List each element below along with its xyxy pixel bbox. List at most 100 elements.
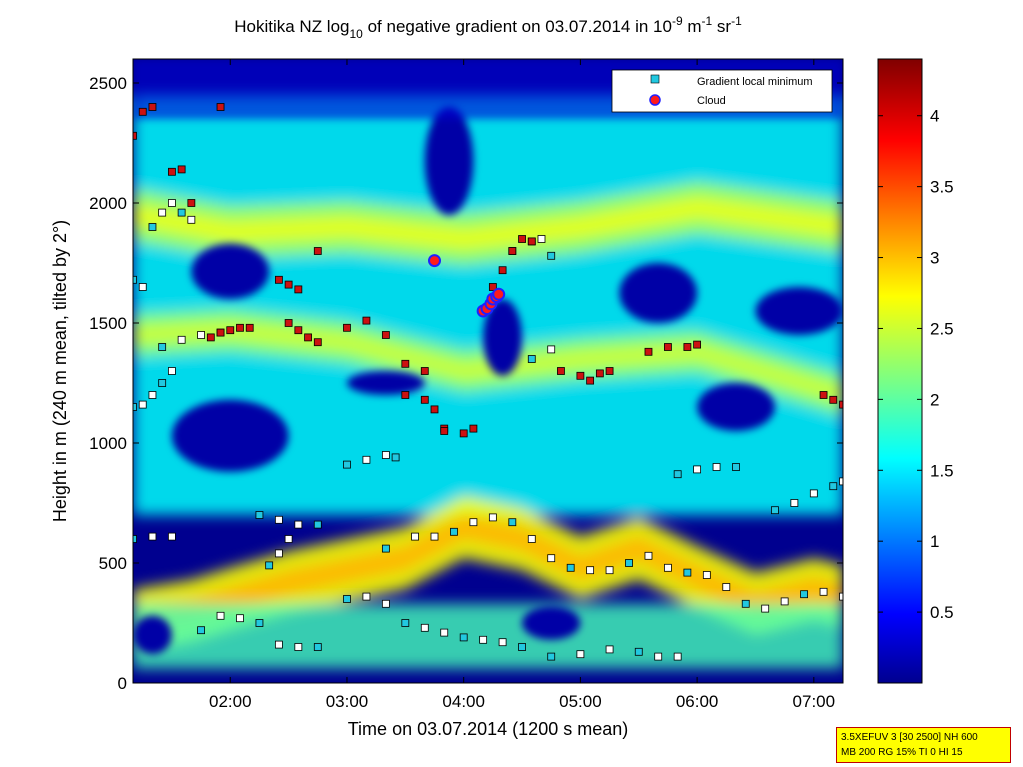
heatmap-area xyxy=(133,59,843,683)
clear-patch-4 xyxy=(483,299,523,376)
clear-patch-9 xyxy=(755,287,843,335)
min-point xyxy=(479,635,488,644)
y-axis-label: Height in m (240 m mean, tilted by 2°) xyxy=(50,220,70,522)
min-point xyxy=(498,638,507,647)
colorbar-ticks: 0.5 1 1.5 2 2.5 3 3.5 4 xyxy=(878,107,954,622)
min-point xyxy=(430,532,439,541)
min-point xyxy=(839,592,843,601)
min-point xyxy=(547,251,556,260)
min-point-high xyxy=(284,280,293,289)
min-point-high xyxy=(664,343,672,351)
cb-tick-label: 4 xyxy=(930,107,939,126)
min-point xyxy=(158,343,167,351)
min-point xyxy=(683,568,692,577)
min-point-high xyxy=(508,247,517,255)
y-tick-label: 0 xyxy=(118,674,127,693)
min-point-high xyxy=(343,323,351,332)
clear-patch-7 xyxy=(522,606,581,640)
min-point-high xyxy=(693,340,702,349)
legend-marker-cloud xyxy=(649,94,661,106)
min-point-high xyxy=(829,395,838,404)
min-point xyxy=(722,583,731,591)
min-point-high xyxy=(284,319,293,327)
y-tick-label: 1000 xyxy=(89,434,127,453)
min-point xyxy=(518,643,526,651)
min-point xyxy=(133,403,137,411)
min-point-high xyxy=(294,285,303,294)
min-point xyxy=(644,551,653,560)
min-point xyxy=(508,518,517,527)
min-point xyxy=(168,367,176,375)
min-point xyxy=(780,597,789,606)
min-point xyxy=(343,595,351,603)
min-point xyxy=(702,571,711,579)
min-point xyxy=(197,626,205,635)
min-point xyxy=(547,652,556,661)
min-point-high xyxy=(177,165,186,174)
min-point-high xyxy=(401,359,410,368)
min-point xyxy=(362,592,371,601)
min-point-high xyxy=(557,367,565,375)
info-line-2: MB 200 RG 15% TI 0 HI 15 xyxy=(841,747,963,758)
plot-frame xyxy=(132,58,844,684)
cb-tick-label: 3 xyxy=(930,249,939,268)
min-point xyxy=(537,235,546,243)
layer-band-1 xyxy=(133,181,843,266)
min-point xyxy=(469,518,478,527)
layer-band-0 xyxy=(133,495,843,652)
min-point xyxy=(741,599,750,608)
min-point xyxy=(800,590,808,599)
min-point xyxy=(138,400,147,409)
legend-box xyxy=(611,69,833,113)
layer-core-1 xyxy=(133,197,843,250)
min-point-high xyxy=(187,199,196,207)
min-point xyxy=(236,614,244,623)
min-point xyxy=(343,460,351,469)
clear-patch-3 xyxy=(424,107,474,215)
min-point-high xyxy=(488,283,497,291)
min-point-high xyxy=(469,424,478,433)
legend-entry-cloud: Cloud xyxy=(697,95,726,107)
y-tick-label: 500 xyxy=(99,554,127,573)
min-point-high xyxy=(683,343,692,351)
min-point xyxy=(440,628,449,637)
min-point xyxy=(391,453,400,462)
info-line-1: 3.5XEFUV 3 [30 2500] NH 600 xyxy=(841,732,978,743)
min-point-high xyxy=(274,275,283,284)
min-point-high xyxy=(440,427,449,435)
min-point xyxy=(586,566,595,575)
colorbar-gradient xyxy=(877,58,923,684)
min-point-high xyxy=(362,316,371,325)
min-point xyxy=(274,515,283,524)
min-point xyxy=(294,643,303,651)
min-point xyxy=(177,208,186,217)
min-point xyxy=(381,544,390,553)
series-2 xyxy=(428,254,506,318)
min-point xyxy=(255,619,264,627)
x-tick-label: 06:00 xyxy=(676,692,719,711)
min-point xyxy=(605,645,614,654)
cb-tick-label: 1.5 xyxy=(930,461,954,480)
colorbar: 0.5 1 1.5 2 2.5 3 3.5 4 xyxy=(877,58,954,684)
layer-core-0 xyxy=(133,514,843,634)
min-point-high xyxy=(304,333,312,342)
min-point xyxy=(654,652,663,661)
min-point xyxy=(712,463,721,471)
min-point xyxy=(673,470,682,479)
min-point xyxy=(547,345,556,354)
clear-patch-1 xyxy=(171,399,289,472)
min-point-high xyxy=(133,131,137,140)
min-point xyxy=(634,647,643,656)
min-point xyxy=(187,215,196,224)
x-axis-label: Time on 03.07.2014 (1200 s mean) xyxy=(348,719,629,739)
min-point-high xyxy=(206,333,215,342)
min-point-high xyxy=(459,429,468,438)
min-point-high xyxy=(839,400,843,409)
min-point xyxy=(488,513,497,522)
min-point xyxy=(761,604,770,613)
min-point xyxy=(284,535,293,543)
min-point-high xyxy=(148,103,157,111)
x-tick-label: 03:00 xyxy=(326,692,369,711)
clear-patch-2 xyxy=(346,371,425,395)
